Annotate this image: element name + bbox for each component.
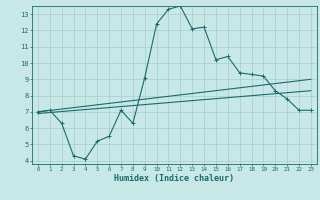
X-axis label: Humidex (Indice chaleur): Humidex (Indice chaleur) — [115, 174, 234, 183]
